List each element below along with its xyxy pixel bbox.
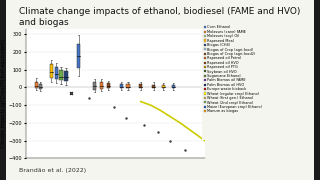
Bar [120, 84, 123, 88]
Y-axis label: Climate impacts (gCO₂eq/MJ fuel equivalent): Climate impacts (gCO₂eq/MJ fuel equivale… [1, 39, 6, 148]
Bar [152, 85, 155, 88]
Text: Climate change impacts of ethanol, biodiesel (FAME and HVO)
and biogas: Climate change impacts of ethanol, biodi… [19, 7, 300, 27]
Bar [77, 44, 80, 68]
Legend: Corn Ethanol, Molasses (cane) FAME, Molasses (soy) Oil, Rapeseed Meal, Biogas (C: Corn Ethanol, Molasses (cane) FAME, Mola… [203, 25, 262, 114]
Bar [60, 70, 63, 80]
Bar [100, 82, 103, 89]
Bar [126, 84, 130, 88]
Text: Brandão et al. (2022): Brandão et al. (2022) [19, 168, 86, 173]
Bar [54, 67, 58, 78]
Bar [139, 84, 142, 88]
Bar [107, 84, 110, 88]
Bar [35, 82, 38, 88]
Bar [39, 84, 42, 89]
Bar [50, 64, 53, 78]
Bar [162, 85, 165, 88]
Bar [93, 82, 96, 89]
Bar [172, 85, 175, 88]
Bar [64, 71, 68, 81]
